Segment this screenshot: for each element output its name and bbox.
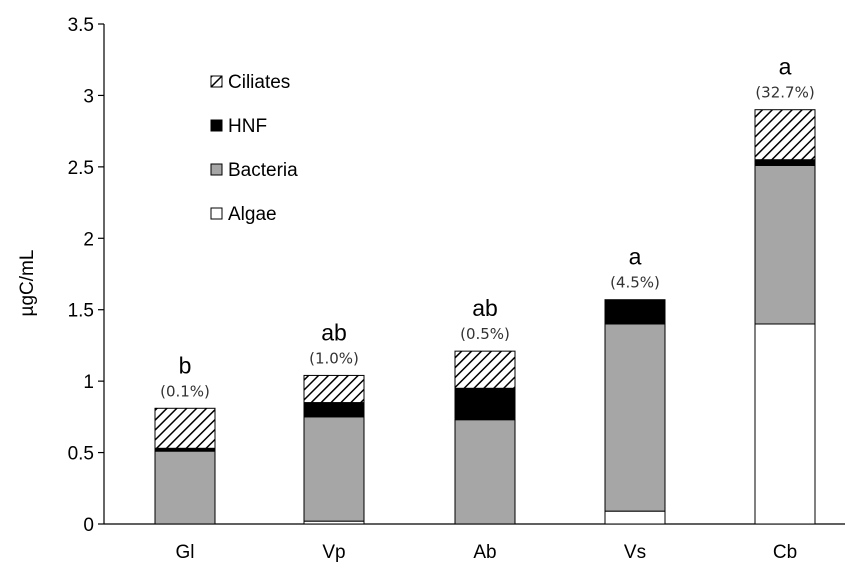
percent-label: (0.5%) xyxy=(460,325,510,343)
bar-segment-bacteria-gl xyxy=(154,450,216,525)
bar-segment-ciliates-gl xyxy=(154,407,216,449)
percent-label: (1.0%) xyxy=(309,349,359,367)
bar-segment-algae-cb xyxy=(754,323,816,525)
significance-letter: b xyxy=(179,352,192,378)
significance-letter: a xyxy=(779,54,792,80)
y-axis-label: µgC/mL xyxy=(17,250,38,317)
bar-segment-hnf-vs xyxy=(604,299,666,325)
x-tick-label: Gl xyxy=(176,542,195,563)
legend-label-hnf: HNF xyxy=(228,116,267,137)
legend-label-algae: Algae xyxy=(228,204,277,225)
y-tick-label: 2.5 xyxy=(68,158,94,179)
bar-segment-bacteria-vp xyxy=(303,416,365,522)
annotations: (0.1%) b (1.0%) ab (0.5%) ab (4.5%) a (32.7%) a xyxy=(160,54,815,401)
legend-label-bacteria: Bacteria xyxy=(228,160,298,181)
percent-label: (4.5%) xyxy=(610,274,660,292)
y-tick-label: 3.5 xyxy=(68,15,94,36)
x-tick-label: Vp xyxy=(322,542,345,563)
legend-label-ciliates: Ciliates xyxy=(228,72,290,93)
y-tick-label: 0 xyxy=(83,515,94,536)
bar-segment-bacteria-vs xyxy=(604,323,666,512)
bar-segment-ciliates-vp xyxy=(303,374,365,404)
significance-letter: ab xyxy=(472,295,498,321)
significance-letter: a xyxy=(629,244,642,270)
bars xyxy=(154,109,816,525)
percent-label: (0.1%) xyxy=(160,382,210,400)
legend-swatch-hnf xyxy=(210,119,223,132)
x-tick-label: Ab xyxy=(473,542,496,563)
bar-segment-bacteria-cb xyxy=(754,164,816,325)
bar-segment-hnf-cb xyxy=(754,159,816,166)
legend-swatch-algae xyxy=(210,207,223,220)
x-tick-label: Vs xyxy=(624,542,646,563)
bar-segment-ciliates-cb xyxy=(754,109,816,161)
x-tick-label: Cb xyxy=(773,542,797,563)
bar-segment-hnf-vp xyxy=(303,402,365,418)
bar-segment-algae-vs xyxy=(604,510,666,525)
significance-letter: ab xyxy=(321,319,347,345)
y-tick-label: 1 xyxy=(83,372,94,393)
bar-segment-bacteria-ab xyxy=(454,419,516,525)
percent-label: (32.7%) xyxy=(755,84,814,102)
bar-segment-ciliates-ab xyxy=(454,350,516,389)
legend-swatch-bacteria xyxy=(210,163,223,176)
y-tick-label: 3 xyxy=(83,86,94,107)
legend-swatch-ciliates xyxy=(210,75,223,88)
y-ticks: 0 0.5 1 1.5 2 2.5 3 3.5 xyxy=(68,15,104,536)
y-tick-label: 1.5 xyxy=(68,301,94,322)
y-tick-label: 2 xyxy=(83,229,94,250)
legend: Ciliates HNF Bacteria Algae xyxy=(210,72,298,225)
bar-segment-hnf-ab xyxy=(454,387,516,421)
x-ticks: Gl Vp Ab Vs Cb xyxy=(176,542,798,563)
y-tick-label: 0.5 xyxy=(68,444,94,465)
